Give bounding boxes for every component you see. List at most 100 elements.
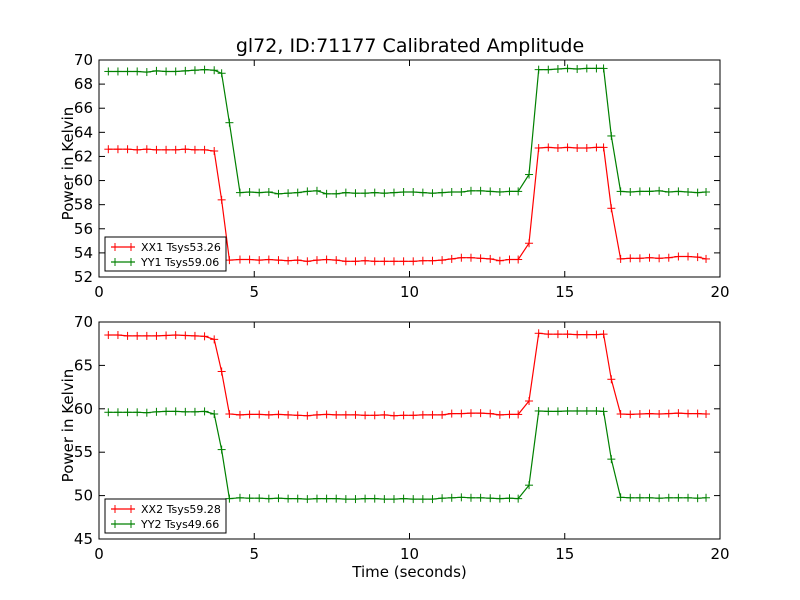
upper-series-0-point: [200, 145, 209, 154]
lower-series-0-point: [210, 335, 219, 344]
upper-series-1-point: [361, 189, 370, 198]
upper-legend-marker: [127, 258, 135, 266]
upper-series-0-point: [495, 256, 504, 265]
lower-series-1-point: [702, 493, 711, 502]
lower-series-0-point: [514, 410, 523, 419]
upper-series-1-point: [702, 188, 711, 197]
lower-series-0-point: [438, 410, 447, 419]
upper-series-1-point: [389, 188, 398, 197]
lower-series-0-point: [113, 331, 122, 340]
lower-y-tick-label: 50: [74, 487, 93, 505]
upper-series-1-point: [616, 187, 625, 196]
lower-series-0-point: [332, 410, 341, 419]
upper-plot-marks: [104, 64, 711, 266]
lower-series-1-point: [370, 494, 379, 503]
upper-series-0-point: [322, 255, 331, 264]
upper-series-0-point: [505, 255, 514, 264]
upper-series-0-point: [684, 252, 693, 261]
upper-series-1-point: [399, 188, 408, 197]
upper-series-1-point: [322, 189, 331, 198]
lower-series-1-point: [322, 494, 331, 503]
lower-series-0-point: [684, 409, 693, 418]
lower-series-1-point: [113, 408, 122, 417]
upper-series-0-point: [225, 256, 234, 265]
upper-series-0-point: [181, 145, 190, 154]
upper-series-0-point: [245, 255, 254, 264]
lower-x-tick-label: 20: [710, 545, 729, 563]
upper-x-tick-label: 0: [94, 283, 104, 301]
upper-series-1-point: [645, 187, 654, 196]
upper-series-1-point: [476, 186, 485, 195]
upper-series-1-point: [626, 188, 635, 197]
upper-series-0-point: [210, 147, 219, 156]
upper-series-1-point: [664, 188, 673, 197]
upper-series-1-point: [284, 189, 293, 198]
lower-series-0-point: [486, 409, 495, 418]
lower-series-0-point: [635, 410, 644, 419]
lower-series-1-point: [255, 494, 264, 503]
lower-series-1-point: [235, 493, 244, 502]
lower-series-1-point: [190, 407, 199, 416]
lower-series-0-point: [544, 330, 553, 339]
upper-legend-marker: [127, 243, 135, 251]
lower-series-0-point: [133, 331, 142, 340]
lower-series-0-point: [582, 330, 591, 339]
lower-y-tick-label: 70: [74, 313, 93, 331]
lower-series-1-point: [210, 410, 219, 419]
lower-series-0-point: [495, 410, 504, 419]
lower-series-line-1: [108, 410, 707, 500]
upper-series-0-point: [274, 256, 283, 265]
lower-subplot: 0 5 10 15 20 45 50 55 60 65 70 Power in Kelvin Tim…: [59, 313, 730, 581]
lower-series-1-point: [544, 407, 553, 416]
lower-series-0-point: [217, 367, 226, 376]
lower-x-tick-label: 15: [555, 545, 574, 563]
upper-series-0-point: [635, 254, 644, 263]
upper-series-0-point: [255, 256, 264, 265]
upper-series-0-point: [664, 253, 673, 262]
upper-series-1-point: [370, 188, 379, 197]
upper-series-1-point: [505, 187, 514, 196]
upper-series-0-point: [418, 256, 427, 265]
upper-series-1-point: [418, 188, 427, 197]
lower-series-0-point: [616, 410, 625, 419]
lower-series-1-point: [573, 406, 582, 415]
upper-series-1-point: [152, 66, 161, 75]
upper-series-0-point: [303, 257, 312, 266]
lower-series-0-point: [200, 332, 209, 341]
upper-series-0-point: [674, 252, 683, 261]
lower-legend-marker: [111, 505, 119, 513]
upper-series-0-point: [361, 256, 370, 265]
lower-series-0-point: [370, 411, 379, 420]
upper-series-0-point: [332, 256, 341, 265]
upper-series-0-point: [399, 257, 408, 266]
lower-series-1-point: [553, 407, 562, 416]
lower-series-1-point: [428, 495, 437, 504]
upper-series-0-point: [607, 204, 616, 213]
lower-series-1-point: [389, 495, 398, 504]
upper-series-line-1: [108, 67, 707, 195]
upper-series-0-point: [466, 253, 475, 262]
upper-series-1-point: [457, 188, 466, 197]
lower-legend-label-1: YY2 Tsys49.66: [140, 518, 219, 531]
upper-series-1-point: [162, 67, 171, 76]
lower-series-0-point: [655, 410, 664, 419]
upper-series-1-point: [428, 189, 437, 198]
lower-y-axis-label: Power in Kelvin: [59, 369, 77, 483]
upper-y-tick-label: 64: [74, 123, 93, 141]
upper-series-1-point: [123, 67, 132, 76]
lower-series-1-point: [162, 407, 171, 416]
lower-series-1-point: [655, 494, 664, 503]
lower-x-tick-label: 0: [94, 545, 104, 563]
upper-series-0-point: [133, 145, 142, 154]
lower-series-0-point: [351, 410, 360, 419]
upper-legend: XX1 Tsys53.26 YY1 Tsys59.06: [104, 236, 227, 272]
lower-series-0-point: [599, 330, 608, 339]
lower-series-1-point: [664, 493, 673, 502]
lower-series-1-point: [123, 408, 132, 417]
lower-series-0-point: [563, 330, 572, 339]
upper-series-0-point: [702, 254, 711, 263]
upper-series-0-point: [655, 254, 664, 263]
lower-series-0-point: [162, 331, 171, 340]
lower-series-0-point: [274, 410, 283, 419]
lower-legend-marker: [127, 520, 135, 528]
